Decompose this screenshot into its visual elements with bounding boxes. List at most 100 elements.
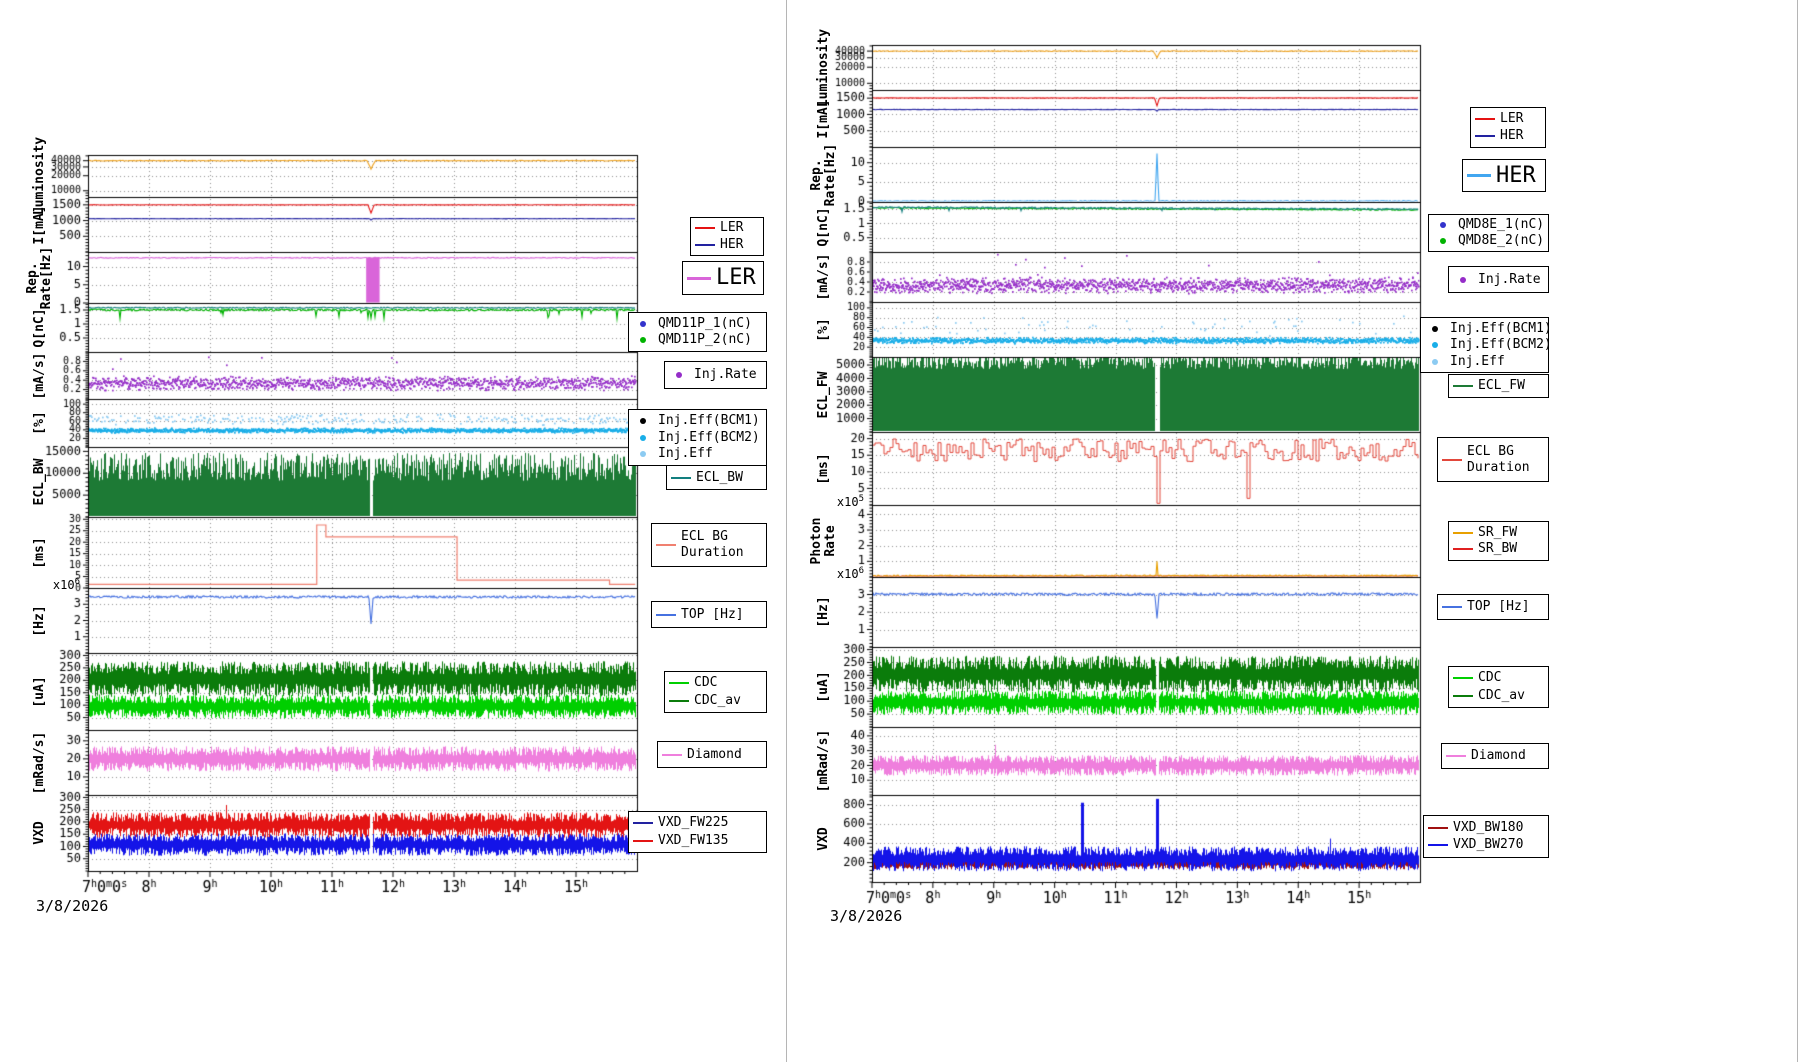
axis-scale-note: x106 [52,577,80,592]
legend-line-marker-icon [1453,531,1473,534]
legend-entry-label: LER [720,220,744,236]
y-axis-label: Luminosity [32,136,47,216]
legend-entry: LER [1475,111,1541,127]
legend-dot-marker-icon [633,434,653,441]
legend-dot-marker-icon [1425,358,1445,365]
legend-entry: Inj.Eff [1425,354,1544,370]
legend-line-marker-icon [656,613,676,616]
legend-vxd: VXD_FW225 VXD_FW135 [628,811,767,853]
legend-diamond: Diamond [1441,743,1549,769]
legend-entry: Inj.Eff(BCM2) [633,430,762,446]
y-axis-label: [Hz] [816,596,831,628]
legend-line-marker-icon [1442,458,1462,461]
legend-entry: TOP [Hz] [656,607,762,623]
legend-entry: CDC [1453,670,1544,686]
date-label-left: 3/8/2026 [36,897,109,915]
legend-entry-label: LER [1500,111,1524,126]
y-axis-label: VXD [816,826,831,851]
legend-inj-rate: Inj.Rate [664,361,767,389]
legend-entry: HER [1467,163,1541,188]
legend-entry: LER [687,266,759,290]
legend-line-marker-icon [1467,174,1491,177]
y-axis-label: [mA/s] [32,352,47,399]
legend-entry: HER [1475,128,1541,144]
legend-entry-label: Inj.Eff [658,446,713,462]
legend-entry-label: CDC_av [1478,687,1525,703]
legend-dot-marker-icon [1425,342,1445,348]
y-axis-label: [mRad/s] [32,731,47,794]
legend-ecl-fw: ECL_FW [1448,374,1549,398]
legend-inj-eff: Inj.Eff(BCM1) Inj.Eff(BCM2) Inj.Eff [628,409,767,466]
legend-line-marker-icon [669,682,689,685]
axis-scale-note: x106 [836,566,864,581]
legend-entry: Inj.Eff(BCM2) [1425,337,1552,353]
legend-entry-label: Diamond [1471,748,1526,763]
legend-line-marker-icon [1446,755,1466,757]
y-axis-label: [Hz] [32,604,47,637]
legend-entry: Diamond [662,747,762,763]
y-axis-label: ECL_BW [32,458,47,506]
legend-entry: VXD_FW225 [633,815,762,831]
legend-entry: VXD_FW135 [633,833,762,849]
y-axis-label: [mRad/s] [816,729,831,793]
legend-dot-marker-icon [1433,222,1453,228]
legend-entry-label: Inj.Eff(BCM2) [1450,337,1552,352]
legend-entry-label: CDC [694,675,718,691]
legend-line-marker-icon [1442,606,1462,608]
legend-entry: Diamond [1446,748,1544,764]
y-axis-label: [ms] [816,452,831,485]
y-axis-label: [%] [32,411,47,435]
legend-entry-label: VXD_BW270 [1453,837,1524,853]
legend-entry-label: SR_FW [1478,524,1518,540]
legend-entry: ECL_FW [1453,378,1544,394]
legend-line-marker-icon [662,753,682,756]
legend-entry: SR_FW [1453,525,1544,541]
legend-entry-label: CDC [1478,670,1502,686]
legend-line-marker-icon [687,276,711,280]
legend-line-marker-icon [695,243,715,246]
legend-entry: VXD_BW270 [1428,837,1544,853]
legend-entry: Inj.Eff [633,446,762,462]
y-axis-label: Rep. Rate[Hz] [809,143,838,206]
y-axis-label: [mA/s] [816,253,831,301]
legend-ring-big: HER [1462,159,1546,192]
legend-line-marker-icon [695,227,715,230]
legend-line-marker-icon [669,699,689,702]
legend-entry: QMD8E_1(nC) [1433,217,1544,233]
legend-entry-label: Inj.Eff(BCM1) [1450,320,1552,336]
legend-dot-marker-icon [669,372,689,378]
legend-dot-marker-icon [633,417,653,424]
legend-dot-marker-icon [633,451,653,458]
legend-vxd: VXD_BW180 VXD_BW270 [1423,815,1549,858]
legend-entry: CDC_av [1453,688,1544,704]
legend-entry-label: LER [716,265,756,290]
legend-entry: Inj.Eff(BCM1) [1425,321,1552,337]
legend-line-marker-icon [1453,385,1473,387]
legend-entry-label: QMD8E_2(nC) [1458,233,1545,248]
legend-line-marker-icon [1475,135,1495,137]
legend-line-marker-icon [1428,826,1448,829]
legend-entry: QMD11P_2(nC) [633,332,762,348]
legend-entry: LER [695,220,759,236]
y-axis-label: ECL_FW [816,371,831,418]
legend-entry: Inj.Eff(BCM1) [633,413,762,429]
y-axis-label: VXD [32,821,47,845]
legend-entry: HER [695,237,759,253]
legend-dot-marker-icon [1425,325,1445,332]
legend-entry: ECL_BW [671,470,762,486]
legend-line-marker-icon [633,839,653,842]
legend-entry-label: ECL_BW [696,469,743,485]
legend-line-marker-icon [656,544,676,546]
legend-line-marker-icon [1453,548,1473,551]
legend-cdc: CDC CDC_av [1448,666,1549,708]
legend-entry-label: VXD_BW180 [1453,819,1524,835]
legend-ring-big: LER [682,261,764,295]
legend-inj-rate: Inj.Rate [1448,266,1549,293]
legend-cdc: CDC CDC_av [664,671,767,713]
y-axis-label: [uA] [816,671,831,703]
legend-entry: CDC [669,675,762,691]
legend-charge-monitor: QMD11P_1(nC) QMD11P_2(nC) [628,312,767,352]
legend-entry: ECL BG Duration [1442,444,1544,476]
legend-ecl-bw: ECL_BW [666,465,767,490]
